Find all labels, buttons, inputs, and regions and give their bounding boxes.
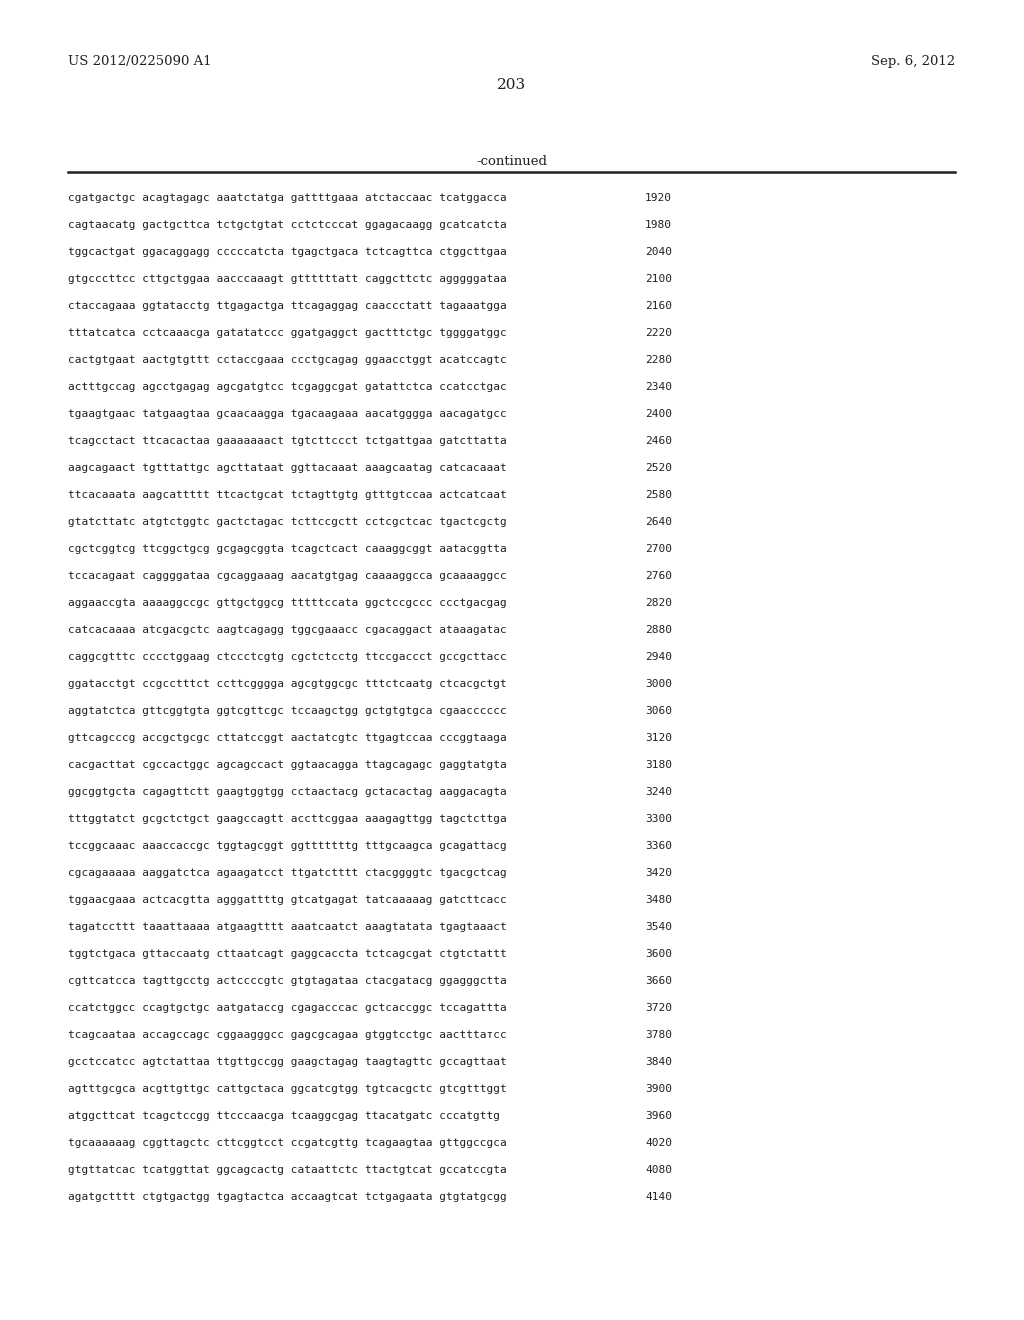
- Text: 2040: 2040: [645, 247, 672, 257]
- Text: tggtctgaca gttaccaatg cttaatcagt gaggcaccta tctcagcgat ctgtctattt: tggtctgaca gttaccaatg cttaatcagt gaggcac…: [68, 949, 507, 960]
- Text: 3360: 3360: [645, 841, 672, 851]
- Text: atggcttcat tcagctccgg ttcccaacga tcaaggcgag ttacatgatc cccatgttg: atggcttcat tcagctccgg ttcccaacga tcaaggc…: [68, 1111, 500, 1121]
- Text: ctaccagaaa ggtatacctg ttgagactga ttcagaggag caaccctatt tagaaatgga: ctaccagaaa ggtatacctg ttgagactga ttcagag…: [68, 301, 507, 312]
- Text: Sep. 6, 2012: Sep. 6, 2012: [870, 55, 955, 69]
- Text: aggtatctca gttcggtgta ggtcgttcgc tccaagctgg gctgtgtgca cgaacccccc: aggtatctca gttcggtgta ggtcgttcgc tccaagc…: [68, 706, 507, 715]
- Text: ttcacaaata aagcattttt ttcactgcat tctagttgtg gtttgtccaa actcatcaat: ttcacaaata aagcattttt ttcactgcat tctagtt…: [68, 490, 507, 500]
- Text: 2220: 2220: [645, 327, 672, 338]
- Text: 2820: 2820: [645, 598, 672, 609]
- Text: 3120: 3120: [645, 733, 672, 743]
- Text: 203: 203: [498, 78, 526, 92]
- Text: 3180: 3180: [645, 760, 672, 770]
- Text: 3060: 3060: [645, 706, 672, 715]
- Text: 4140: 4140: [645, 1192, 672, 1203]
- Text: 1920: 1920: [645, 193, 672, 203]
- Text: 2760: 2760: [645, 572, 672, 581]
- Text: cagtaacatg gactgcttca tctgctgtat cctctcccat ggagacaagg gcatcatcta: cagtaacatg gactgcttca tctgctgtat cctctcc…: [68, 220, 507, 230]
- Text: tttatcatca cctcaaacga gatatatccc ggatgaggct gactttctgc tggggatggc: tttatcatca cctcaaacga gatatatccc ggatgag…: [68, 327, 507, 338]
- Text: 2280: 2280: [645, 355, 672, 366]
- Text: tggaacgaaa actcacgtta agggattttg gtcatgagat tatcaaaaag gatcttcacc: tggaacgaaa actcacgtta agggattttg gtcatga…: [68, 895, 507, 906]
- Text: gtgttatcac tcatggttat ggcagcactg cataattctc ttactgtcat gccatccgta: gtgttatcac tcatggttat ggcagcactg cataatt…: [68, 1166, 507, 1175]
- Text: 3840: 3840: [645, 1057, 672, 1067]
- Text: 3720: 3720: [645, 1003, 672, 1012]
- Text: gtgcccttcc cttgctggaa aacccaaagt gttttttatt caggcttctc agggggataa: gtgcccttcc cttgctggaa aacccaaagt gtttttt…: [68, 275, 507, 284]
- Text: cgatgactgc acagtagagc aaatctatga gattttgaaa atctaccaac tcatggacca: cgatgactgc acagtagagc aaatctatga gattttg…: [68, 193, 507, 203]
- Text: tgaagtgaac tatgaagtaa gcaacaagga tgacaagaaa aacatgggga aacagatgcc: tgaagtgaac tatgaagtaa gcaacaagga tgacaag…: [68, 409, 507, 418]
- Text: 3240: 3240: [645, 787, 672, 797]
- Text: 2580: 2580: [645, 490, 672, 500]
- Text: tccacagaat caggggataa cgcaggaaag aacatgtgag caaaaggcca gcaaaaggcc: tccacagaat caggggataa cgcaggaaag aacatgt…: [68, 572, 507, 581]
- Text: 2520: 2520: [645, 463, 672, 473]
- Text: cacgacttat cgccactggc agcagccact ggtaacagga ttagcagagc gaggtatgta: cacgacttat cgccactggc agcagccact ggtaaca…: [68, 760, 507, 770]
- Text: ccatctggcc ccagtgctgc aatgataccg cgagacccac gctcaccggc tccagattta: ccatctggcc ccagtgctgc aatgataccg cgagacc…: [68, 1003, 507, 1012]
- Text: 3540: 3540: [645, 921, 672, 932]
- Text: 3960: 3960: [645, 1111, 672, 1121]
- Text: cgctcggtcg ttcggctgcg gcgagcggta tcagctcact caaaggcggt aatacggtta: cgctcggtcg ttcggctgcg gcgagcggta tcagctc…: [68, 544, 507, 554]
- Text: 3780: 3780: [645, 1030, 672, 1040]
- Text: tcagcctact ttcacactaa gaaaaaaact tgtcttccct tctgattgaa gatcttatta: tcagcctact ttcacactaa gaaaaaaact tgtcttc…: [68, 436, 507, 446]
- Text: tcagcaataa accagccagc cggaagggcc gagcgcagaa gtggtcctgc aactttатсс: tcagcaataa accagccagc cggaagggcc gagcgca…: [68, 1030, 507, 1040]
- Text: ggatacctgt ccgcctttct ccttcgggga agcgtggcgc tttctcaatg ctcacgctgt: ggatacctgt ccgcctttct ccttcgggga agcgtgg…: [68, 678, 507, 689]
- Text: 3660: 3660: [645, 975, 672, 986]
- Text: ggcggtgcta cagagttctt gaagtggtgg cctaactacg gctacactag aaggacagta: ggcggtgcta cagagttctt gaagtggtgg cctaact…: [68, 787, 507, 797]
- Text: agatgctttt ctgtgactgg tgagtactca accaagtcat tctgagaata gtgtatgcgg: agatgctttt ctgtgactgg tgagtactca accaagt…: [68, 1192, 507, 1203]
- Text: 3600: 3600: [645, 949, 672, 960]
- Text: cgttcatcca tagttgcctg actccccgtc gtgtagataa ctacgatacg ggagggctta: cgttcatcca tagttgcctg actccccgtc gtgtaga…: [68, 975, 507, 986]
- Text: 2880: 2880: [645, 624, 672, 635]
- Text: 4080: 4080: [645, 1166, 672, 1175]
- Text: 3000: 3000: [645, 678, 672, 689]
- Text: gcctccatcc agtctattaa ttgttgccgg gaagctagag taagtagttc gccagttaat: gcctccatcc agtctattaa ttgttgccgg gaagcta…: [68, 1057, 507, 1067]
- Text: US 2012/0225090 A1: US 2012/0225090 A1: [68, 55, 212, 69]
- Text: cactgtgaat aactgtgttt cctaccgaaa ccctgcagag ggaacctggt acatccagtc: cactgtgaat aactgtgttt cctaccgaaa ccctgca…: [68, 355, 507, 366]
- Text: 4020: 4020: [645, 1138, 672, 1148]
- Text: caggcgtttc cccctggaag ctccctcgtg cgctctcctg ttccgaccct gccgcttacc: caggcgtttc cccctggaag ctccctcgtg cgctctc…: [68, 652, 507, 663]
- Text: 2640: 2640: [645, 517, 672, 527]
- Text: aggaaccgta aaaaggccgc gttgctggcg tttttccata ggctccgccc ccctgacgag: aggaaccgta aaaaggccgc gttgctggcg tttttcc…: [68, 598, 507, 609]
- Text: aagcagaact tgtttattgc agcttataat ggttacaaat aaagcaatag catcacaaat: aagcagaact tgtttattgc agcttataat ggttaca…: [68, 463, 507, 473]
- Text: 2340: 2340: [645, 381, 672, 392]
- Text: cgcagaaaaa aaggatctca agaagatcct ttgatctttt ctacggggtc tgacgctcag: cgcagaaaaa aaggatctca agaagatcct ttgatct…: [68, 869, 507, 878]
- Text: 2460: 2460: [645, 436, 672, 446]
- Text: 2400: 2400: [645, 409, 672, 418]
- Text: 2160: 2160: [645, 301, 672, 312]
- Text: 2940: 2940: [645, 652, 672, 663]
- Text: 1980: 1980: [645, 220, 672, 230]
- Text: -continued: -continued: [476, 154, 548, 168]
- Text: 2100: 2100: [645, 275, 672, 284]
- Text: 3900: 3900: [645, 1084, 672, 1094]
- Text: tggcactgat ggacaggagg cccccatcta tgagctgaca tctcagttca ctggcttgaa: tggcactgat ggacaggagg cccccatcta tgagctg…: [68, 247, 507, 257]
- Text: agtttgcgca acgttgttgc cattgctaca ggcatcgtgg tgtcacgctc gtcgtttggt: agtttgcgca acgttgttgc cattgctaca ggcatcg…: [68, 1084, 507, 1094]
- Text: 3420: 3420: [645, 869, 672, 878]
- Text: 2700: 2700: [645, 544, 672, 554]
- Text: tagatccttt taaattaaaa atgaagtttt aaatcaatct aaagtatata tgagtaaact: tagatccttt taaattaaaa atgaagtttt aaatcaa…: [68, 921, 507, 932]
- Text: gttcagcccg accgctgcgc cttatccggt aactatcgtc ttgagtccaa cccggtaaga: gttcagcccg accgctgcgc cttatccggt aactatc…: [68, 733, 507, 743]
- Text: tgcaaaaaag cggttagctc cttcggtcct ccgatcgttg tcagaagtaa gttggccgca: tgcaaaaaag cggttagctc cttcggtcct ccgatcg…: [68, 1138, 507, 1148]
- Text: tccggcaaac aaaccaccgc tggtagcggt ggtttttttg tttgcaagca gcagattacg: tccggcaaac aaaccaccgc tggtagcggt ggttttt…: [68, 841, 507, 851]
- Text: actttgccag agcctgagag agcgatgtcc tcgaggcgat gatattctca ccatcctgac: actttgccag agcctgagag agcgatgtcc tcgaggc…: [68, 381, 507, 392]
- Text: gtatcttatc atgtctggtc gactctagac tcttccgctt cctcgctcac tgactcgctg: gtatcttatc atgtctggtc gactctagac tcttccg…: [68, 517, 507, 527]
- Text: catcacaaaa atcgacgctc aagtcagagg tggcgaaacc cgacaggact ataaagatac: catcacaaaa atcgacgctc aagtcagagg tggcgaa…: [68, 624, 507, 635]
- Text: 3300: 3300: [645, 814, 672, 824]
- Text: tttggtatct gcgctctgct gaagccagtt accttcggaa aaagagttgg tagctcttga: tttggtatct gcgctctgct gaagccagtt accttcg…: [68, 814, 507, 824]
- Text: 3480: 3480: [645, 895, 672, 906]
